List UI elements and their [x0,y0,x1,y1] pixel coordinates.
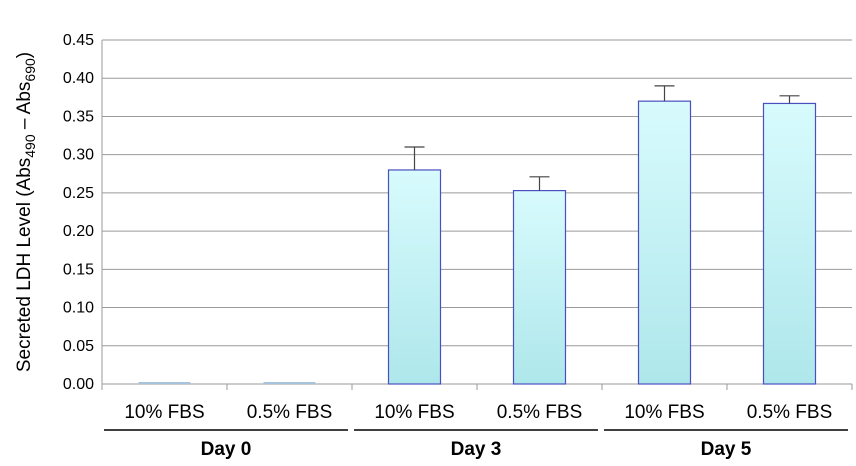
bar [762,102,817,385]
bars [138,100,817,385]
x-category-label: 0.5% FBS [247,402,333,423]
x-category-label: 0.5% FBS [747,402,833,423]
category-labels: 10% FBS 0.5% FBS 10% FBS 0.5% FBS 10% FBS 0.5… [124,402,832,423]
bar [263,382,316,384]
y-tick-label: 0.00 [63,376,94,393]
x-category-label: 10% FBS [624,402,704,423]
bar [138,382,191,384]
y-axis-label: Secreted LDH Level (Abs490 – Abs690) [14,52,38,372]
y-tick-label: 0.15 [63,261,94,278]
y-tick-label: 0.45 [63,32,94,49]
y-tick-label: 0.30 [63,147,94,164]
bar [512,189,567,385]
x-category-label: 10% FBS [374,402,454,423]
group-labels: Day 0 Day 3 Day 5 [104,429,848,460]
x-category-label: 10% FBS [124,402,204,423]
group-label: Day 5 [701,439,752,460]
y-tick-labels: 0.00 0.05 0.10 0.15 0.20 0.25 0.30 0.35 0.40 0.45 [63,32,94,393]
y-tick-label: 0.35 [63,108,94,125]
bar [637,100,692,385]
group-label: Day 3 [451,439,502,460]
group-label: Day 0 [201,439,252,460]
x-category-label: 0.5% FBS [497,402,583,423]
y-tick-label: 0.25 [63,185,94,202]
error-bars [404,85,800,191]
y-tick-label: 0.20 [63,223,94,240]
y-tick-label: 0.40 [63,70,94,87]
y-tick-label: 0.10 [63,300,94,317]
bar [387,169,442,385]
gridlines [101,39,853,390]
y-tick-label: 0.05 [63,338,94,355]
